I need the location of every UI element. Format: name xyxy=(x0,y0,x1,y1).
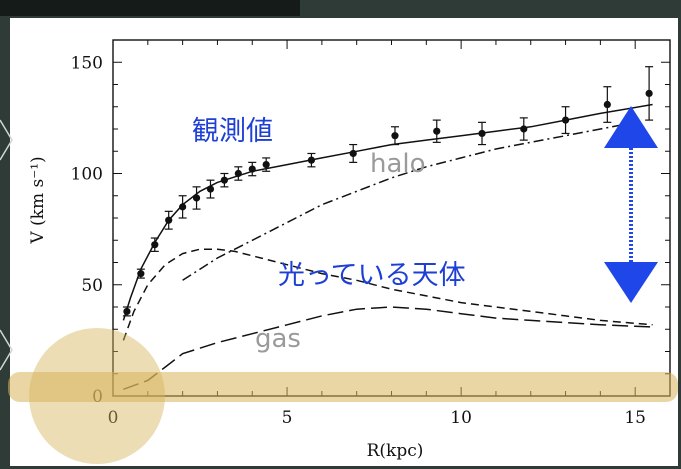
data-point xyxy=(179,203,187,211)
y-axis-title: V (km s⁻¹) xyxy=(28,156,48,244)
curve-dash-dot xyxy=(182,121,636,281)
highlight-circle xyxy=(29,328,165,464)
double-arrow-icon xyxy=(604,106,658,303)
data-point xyxy=(603,100,611,109)
x-tick-labels: 0 5 10 15 xyxy=(108,408,646,428)
data-point xyxy=(262,161,270,169)
x-tick-label: 0 xyxy=(108,408,119,428)
data-point xyxy=(561,116,570,124)
y-tick-label: 150 xyxy=(71,53,103,73)
axis-ticks xyxy=(112,39,671,397)
data-point xyxy=(234,169,242,178)
data-point xyxy=(520,125,528,133)
data-point xyxy=(645,89,653,97)
annotation-luminous: 光っている天体 xyxy=(278,260,466,291)
curve-short-dash xyxy=(122,248,653,341)
slide-background-corner xyxy=(0,0,300,16)
curve-long-dash xyxy=(123,306,653,391)
data-point xyxy=(192,194,201,202)
plot-border xyxy=(112,39,671,397)
data-point xyxy=(151,241,159,249)
data-point xyxy=(433,127,441,135)
data-point xyxy=(220,176,228,184)
annotation-gas: gas xyxy=(255,324,301,354)
x-tick-label: 10 xyxy=(450,408,472,428)
data-point xyxy=(137,270,145,278)
plot-frame xyxy=(112,39,671,397)
observed-points xyxy=(122,66,654,317)
x-tick-label: 15 xyxy=(624,408,646,428)
model-curves xyxy=(122,103,653,391)
left-edge-decoration xyxy=(0,119,13,371)
x-axis-title: R(kpc) xyxy=(367,441,424,461)
y-tick-label: 50 xyxy=(81,276,103,296)
data-point xyxy=(391,132,399,140)
data-point xyxy=(123,307,131,316)
data-point xyxy=(307,156,316,164)
x-tick-label: 5 xyxy=(282,408,293,428)
y-tick-label: 100 xyxy=(71,165,103,185)
annotation-observed: 観測値 xyxy=(192,116,273,147)
highlight-band xyxy=(8,372,678,402)
data-point xyxy=(206,185,215,193)
data-point xyxy=(349,149,357,158)
annotation-halo: halo xyxy=(370,149,426,179)
data-point xyxy=(478,129,486,138)
data-point xyxy=(165,216,173,224)
data-point xyxy=(248,165,256,173)
